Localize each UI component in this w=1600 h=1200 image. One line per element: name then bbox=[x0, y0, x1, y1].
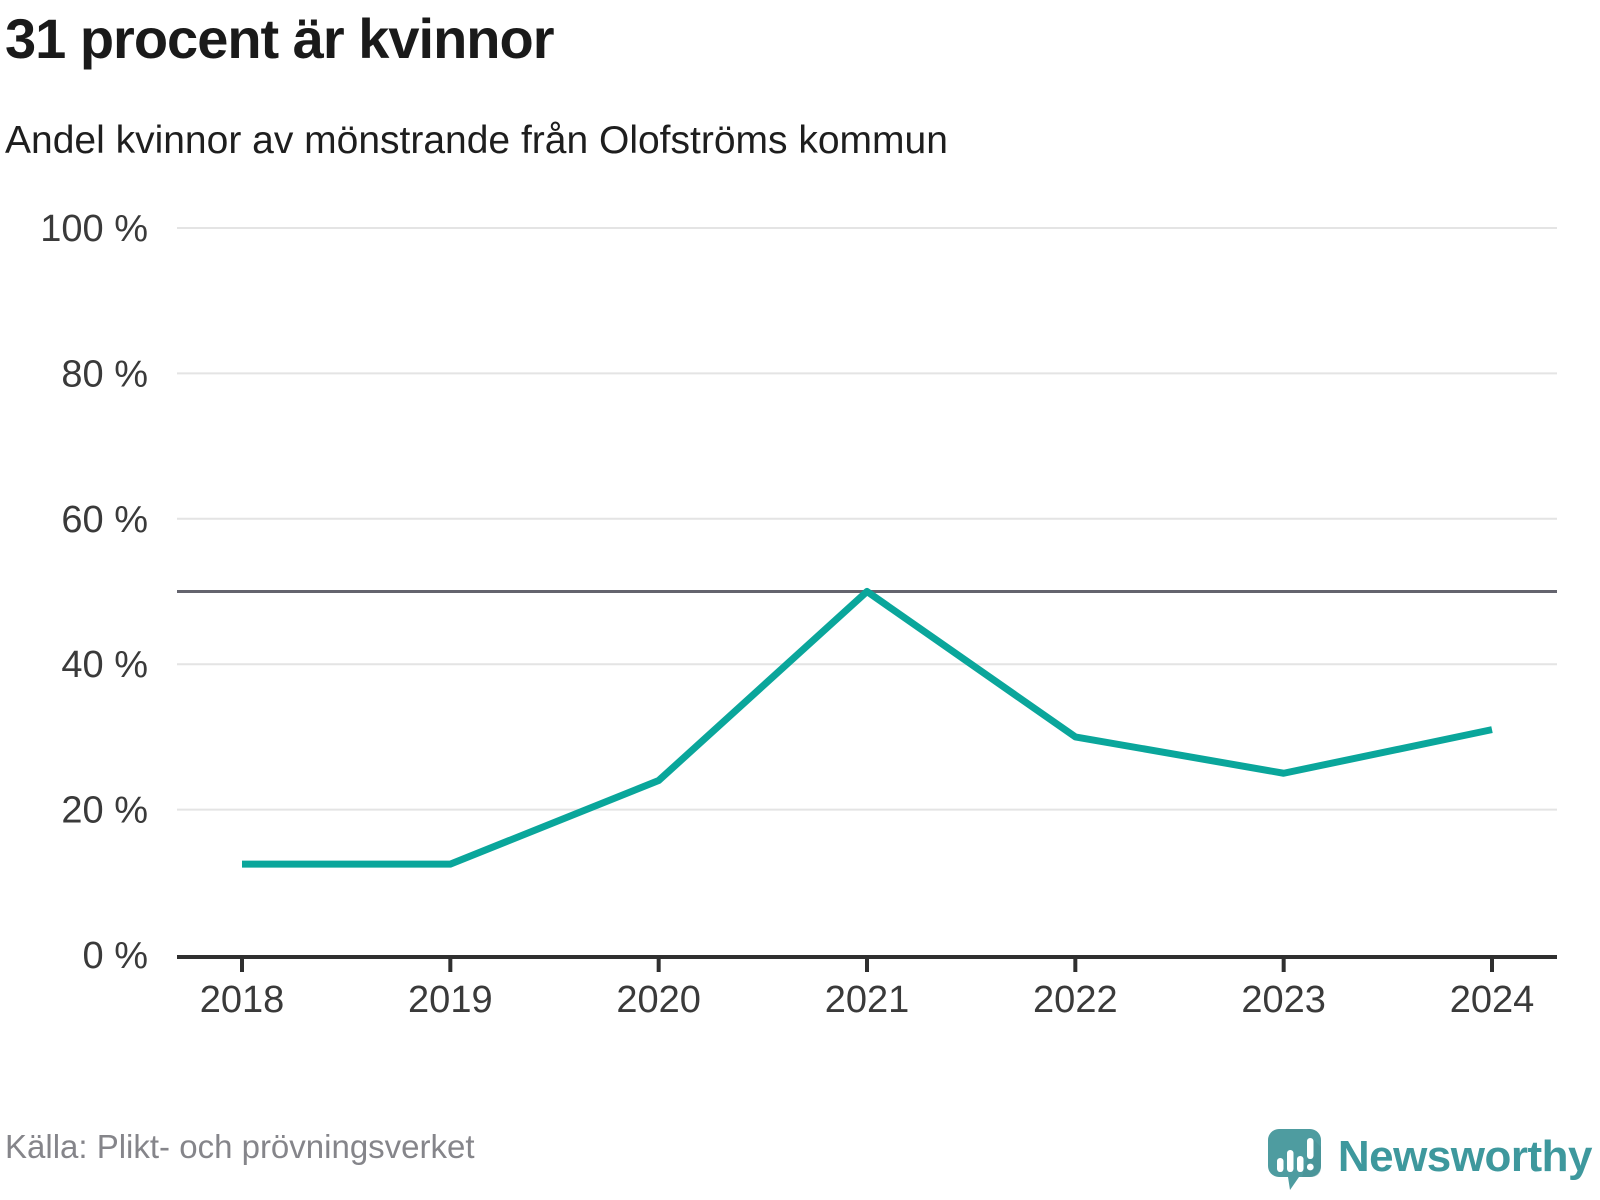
logo-bar-3 bbox=[1296, 1156, 1304, 1172]
x-axis-label: 2018 bbox=[200, 979, 285, 1021]
page-title: 31 procent är kvinnor bbox=[5, 7, 555, 70]
y-axis-label: 0 % bbox=[83, 935, 148, 977]
y-axis-label: 60 % bbox=[61, 499, 148, 541]
x-axis-label: 2020 bbox=[616, 979, 701, 1021]
x-axis-label: 2024 bbox=[1450, 979, 1535, 1021]
y-axis-label: 20 % bbox=[61, 790, 148, 832]
y-axis-label: 100 % bbox=[40, 208, 148, 250]
data-line bbox=[242, 588, 1493, 868]
brand-name: Newsworthy bbox=[1337, 1132, 1593, 1181]
logo-bar-1 bbox=[1276, 1158, 1284, 1172]
logo-exclamation-dot bbox=[1306, 1163, 1314, 1171]
y-axis-label: 40 % bbox=[61, 644, 148, 686]
x-axis-label: 2023 bbox=[1241, 979, 1326, 1021]
x-axis-label: 2021 bbox=[825, 979, 910, 1021]
chart-subtitle: Andel kvinnor av mönstrande från Olofstr… bbox=[5, 119, 948, 162]
logo-bar-2 bbox=[1286, 1150, 1294, 1172]
newsworthy-logo: Newsworthy bbox=[1267, 1128, 1593, 1192]
x-axis-label: 2019 bbox=[408, 979, 493, 1021]
logo-exclamation-bar bbox=[1306, 1138, 1314, 1159]
x-axis-label: 2022 bbox=[1033, 979, 1118, 1021]
y-axis-label: 80 % bbox=[61, 353, 148, 395]
source-text: Källa: Plikt- och prövningsverket bbox=[5, 1128, 475, 1165]
newsworthy-logo-icon bbox=[1267, 1129, 1321, 1190]
